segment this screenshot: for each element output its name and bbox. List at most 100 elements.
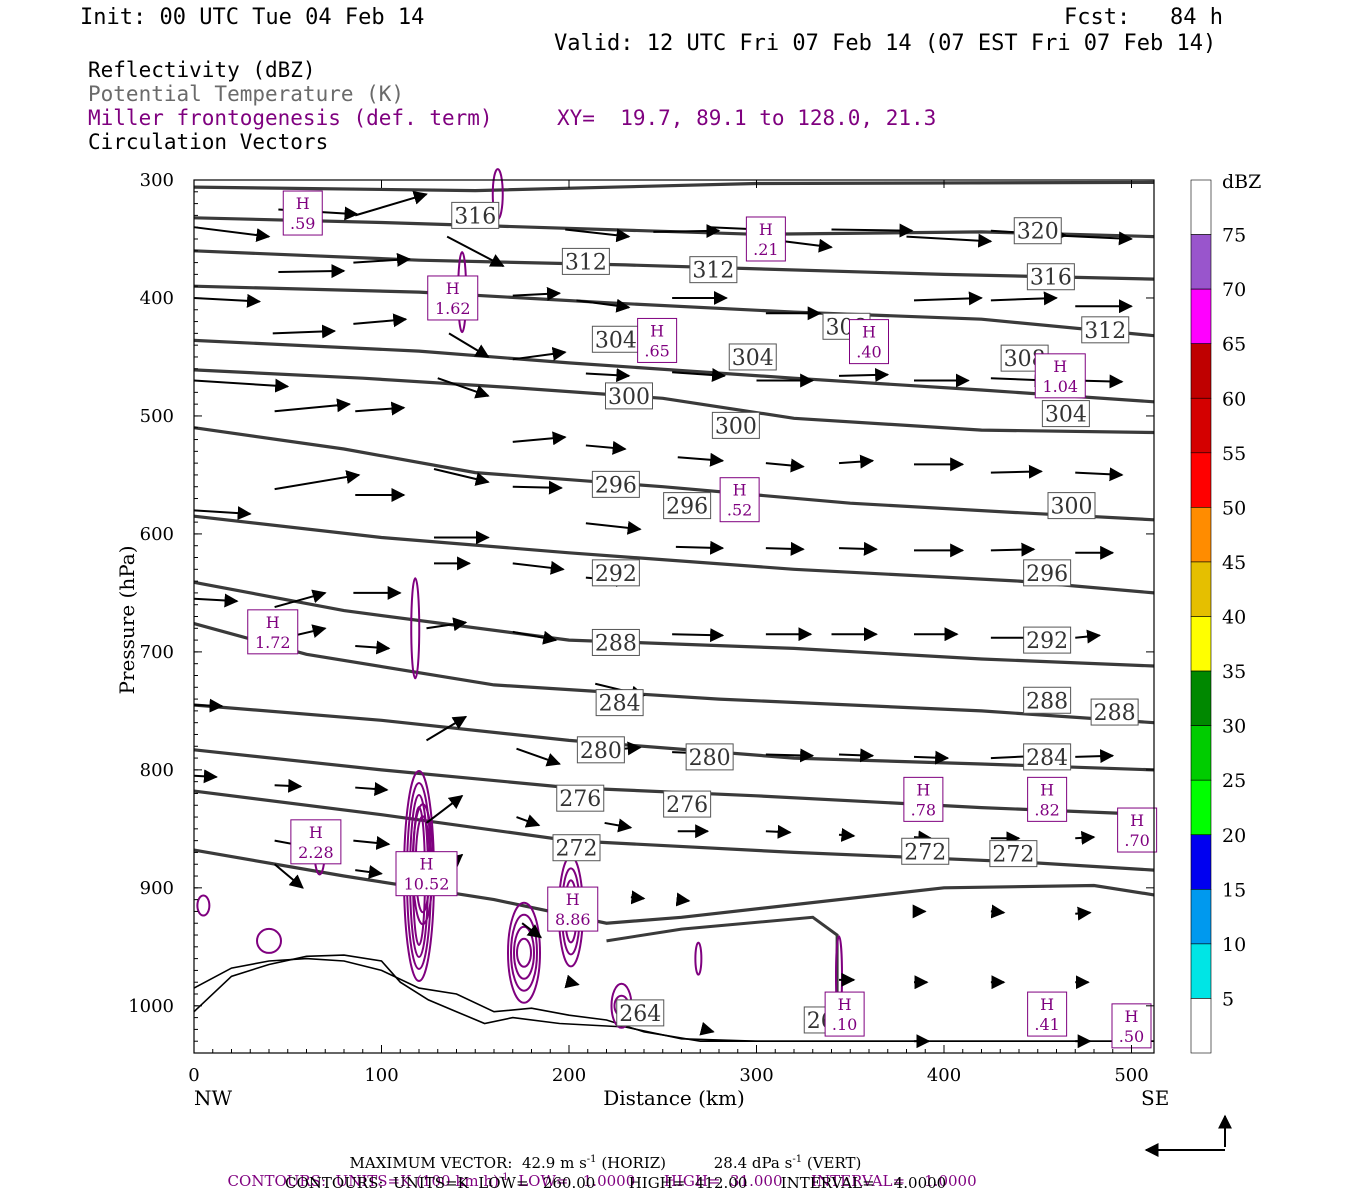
theta-label-text: 284 [1026, 746, 1068, 771]
theta-label: 276 [556, 784, 605, 812]
theta-label-text: 284 [599, 692, 641, 717]
miller-maximum-value: .59 [290, 214, 315, 233]
miller-maximum-box [282, 190, 323, 236]
terrain-line [193, 954, 1154, 1042]
max-vector-vert: 28.4 dPa s [713, 1154, 793, 1172]
theta-label-text: 316 [454, 204, 496, 229]
theta-contour-line [193, 216, 1155, 239]
miller-maximum-h: H [733, 481, 747, 500]
theta-label-box [663, 790, 712, 818]
miller-maximum: H2.28 [290, 819, 342, 865]
circulation-vector [355, 782, 389, 796]
theta-label-text: 280 [580, 739, 622, 764]
theta-label: 300 [1047, 492, 1096, 520]
theta-label-text: 288 [595, 631, 637, 656]
circulation-vector [564, 974, 580, 989]
miller-maximum-h: H [309, 823, 323, 842]
miller-maximum: H1.72 [247, 609, 299, 655]
miller-maximum-box [427, 275, 479, 321]
colorbar-segment [1190, 943, 1212, 999]
circulation-vector [990, 904, 1006, 919]
miller-maximum-h: H [566, 890, 580, 909]
x-tick-label: 100 [364, 1065, 398, 1086]
theta-contour-line [193, 514, 1155, 595]
miller-contour [513, 925, 535, 980]
theta-label-box [1081, 316, 1130, 344]
circulation-vector [273, 863, 304, 889]
circulation-vector [913, 750, 950, 765]
theta-label-text: 288 [1026, 689, 1068, 714]
theta-label: 284 [1023, 743, 1072, 771]
circulation-vector [765, 824, 792, 839]
theta-label-text: 300 [1051, 495, 1093, 520]
theta-label: 296 [1023, 559, 1072, 587]
miller-contour [196, 894, 211, 917]
miller-maximum-box [1034, 353, 1086, 399]
x-left-direction: NW [194, 1086, 233, 1110]
miller-maximum-h: H [446, 279, 460, 298]
circulation-vector [446, 235, 505, 268]
theta-contours [193, 180, 1155, 1036]
theta-label-text: 296 [1026, 562, 1068, 587]
circulation-vector [1056, 231, 1133, 246]
max-vert-exp: -1 [792, 1154, 803, 1165]
theta-label-text: 280 [689, 746, 731, 771]
colorbar-segment [1190, 834, 1212, 890]
circulation-vector [604, 818, 633, 833]
valid-time: Valid: 12 UTC Fri 07 Feb 14 (07 EST Fri … [554, 31, 1217, 56]
theta-label-text: 312 [1084, 319, 1126, 344]
theta-label-box [552, 834, 601, 862]
miller-maximum-h: H [862, 323, 876, 342]
miller-maximum: H.82 [1027, 776, 1068, 822]
circulation-vector [354, 191, 428, 217]
miller-maximum-h: H [1040, 995, 1054, 1014]
theta-label: 316 [451, 201, 500, 229]
circulation-vector [437, 377, 490, 399]
y-tick-label: 300 [140, 170, 174, 191]
theta-label-text: 296 [595, 473, 637, 498]
theta-label-box [556, 784, 605, 812]
legend-miller: Miller frontogenesis (def. term) [88, 106, 493, 130]
colorbar-label: 70 [1222, 279, 1246, 301]
miller-maximum-h: H [420, 855, 434, 874]
colorbar-title: dBZ [1222, 171, 1261, 193]
miller-maximum-value: 10.52 [404, 875, 450, 894]
circulation-vector [193, 378, 290, 393]
circulation-vector [272, 324, 337, 339]
circulation-vector [512, 286, 562, 301]
circulation-vector [274, 398, 352, 413]
miller-maximum-h: H [759, 220, 773, 239]
circulation-vector [838, 454, 875, 469]
axes: 0 100 200 300 400 500 300 400 500 600 700 800 900 100… [128, 170, 1154, 1086]
circulation-vector [512, 480, 563, 495]
theta-label: 292 [591, 559, 640, 587]
circulation-vector [675, 892, 691, 907]
theta-label: 272 [901, 837, 950, 865]
theta-label-text: 304 [1045, 403, 1087, 428]
theta-label-text: 304 [732, 346, 774, 371]
theta-label-box [591, 628, 640, 656]
y-tick-label: 400 [140, 288, 174, 309]
theta-label-box [576, 736, 625, 764]
circulation-vector [448, 332, 490, 358]
miller-maximum: H1.04 [1034, 353, 1086, 399]
miller-maximum-box [824, 991, 865, 1037]
circulation-vectors [193, 191, 1133, 1049]
theta-label-box [711, 411, 760, 439]
max-vector-label: MAXIMUM VECTOR: [349, 1154, 513, 1172]
theta-label-text: 292 [1026, 629, 1068, 654]
miller-maximum-box [395, 851, 458, 897]
miller-contour [256, 927, 282, 954]
contours-miller-line: CONTOURS: UNITS=K (100 km h)-1 LOW= 1.00… [218, 1158, 977, 1189]
theta-label: 288 [1023, 686, 1072, 714]
theta-label-text: 276 [666, 793, 708, 818]
colorbar-segment [1190, 343, 1212, 399]
x-right-direction: SE [1141, 1086, 1169, 1110]
theta-contour-line [606, 915, 839, 1036]
theta-label: 312 [689, 256, 738, 284]
colorbar-segment [1190, 889, 1212, 945]
miller-maximum-h: H [1125, 1007, 1139, 1026]
miller-maximum-value: .65 [644, 341, 669, 360]
circulation-vector [1075, 749, 1115, 764]
